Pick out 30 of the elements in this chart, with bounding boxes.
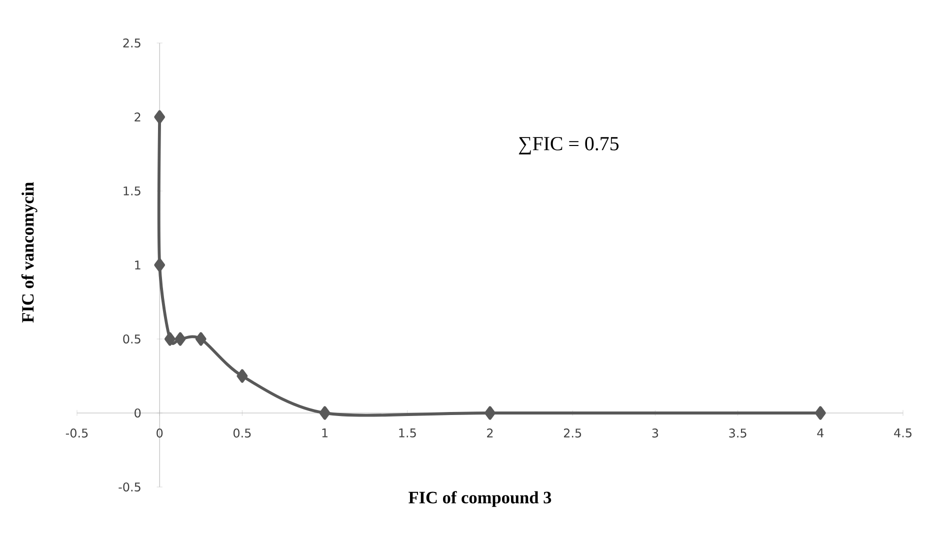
x-tick-label: 4 <box>817 428 824 438</box>
x-tick-label: 2 <box>487 428 493 438</box>
y-tick-label: 0.5 <box>123 334 140 344</box>
x-tick-label: 1.5 <box>399 428 416 438</box>
point <box>484 406 496 420</box>
point <box>154 110 166 124</box>
point <box>174 332 186 346</box>
point <box>164 332 176 346</box>
x-tick-label: 0.5 <box>233 428 251 438</box>
y-tick-label: 0 <box>134 408 141 418</box>
y-tick-label: 2 <box>134 112 140 122</box>
y-axis-title: FIC of vancomycin <box>21 182 38 323</box>
x-tick-label: 3.5 <box>729 428 746 438</box>
point <box>319 406 330 420</box>
y-tick-label: -0.5 <box>118 482 140 492</box>
x-tick-label: -0.5 <box>66 428 88 438</box>
x-tick-label: 4.5 <box>894 428 912 438</box>
point <box>814 406 826 420</box>
x-tick-label: 3 <box>652 428 658 438</box>
point <box>236 369 248 383</box>
x-tick-label: 1 <box>322 428 328 438</box>
y-tick-label: 2.5 <box>123 38 140 48</box>
annotation: ∑FIC = 0.75 <box>518 136 619 154</box>
x-axis-title: FIC of compound 3 <box>408 491 552 507</box>
point <box>195 332 206 346</box>
point <box>154 258 166 272</box>
y-tick-label: 1.5 <box>124 186 140 196</box>
x-tick-label: 2.5 <box>564 428 582 438</box>
x-tick-label: 0 <box>156 428 163 438</box>
y-tick-label: 1 <box>135 260 140 270</box>
